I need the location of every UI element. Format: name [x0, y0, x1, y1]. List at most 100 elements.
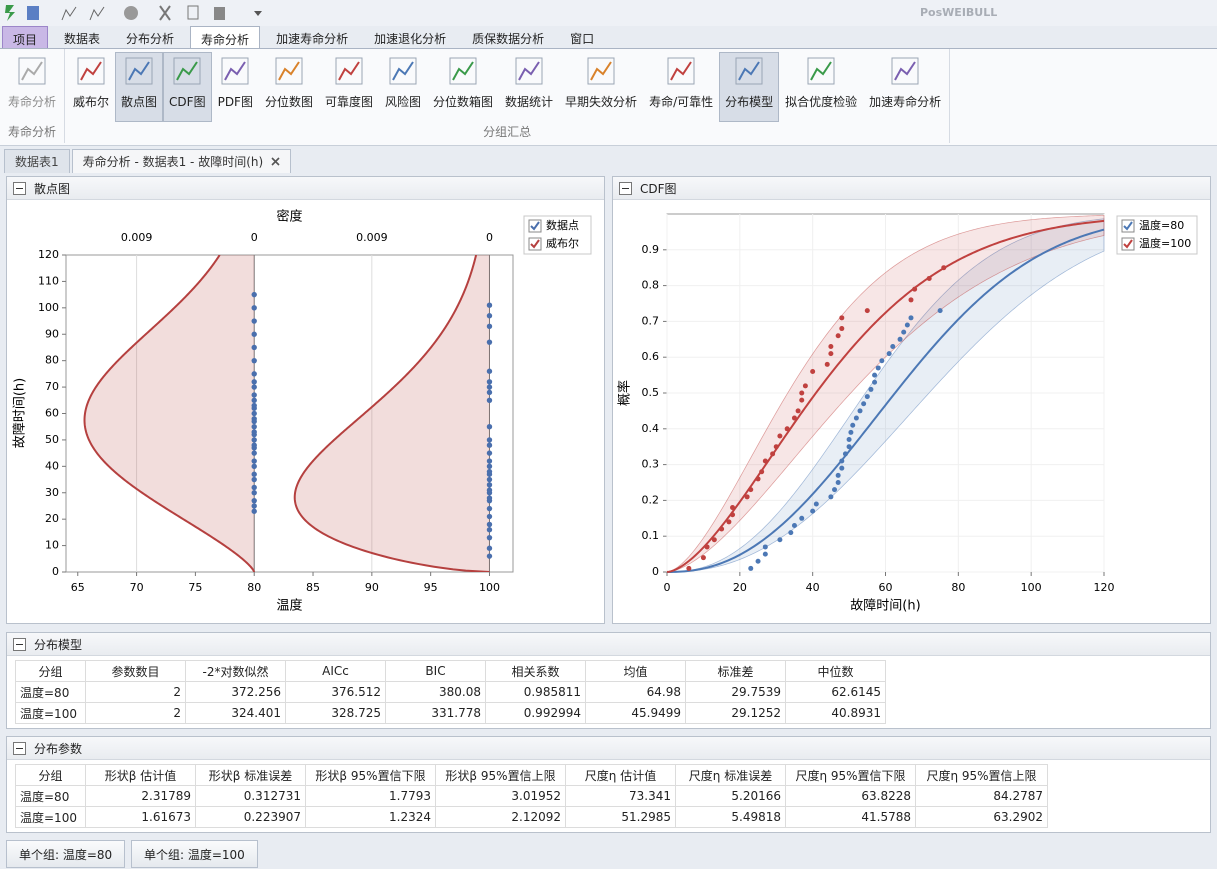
panel-title: 分布参数	[34, 741, 83, 756]
y-tick-label: 20	[45, 512, 59, 525]
legend-check	[1123, 221, 1133, 231]
x-axis-title: 温度	[276, 598, 302, 614]
data-point	[864, 394, 870, 400]
data-point	[857, 408, 863, 414]
cell: 29.1252	[685, 702, 786, 724]
ribbon-button[interactable]: 分位数箱图	[427, 52, 499, 122]
icon-shape	[392, 61, 414, 81]
button-label: 分位数箱图	[433, 95, 494, 109]
icon[interactable]	[27, 6, 39, 20]
ribbon-button[interactable]: CDF图	[163, 52, 212, 122]
data-point	[842, 451, 848, 457]
menu-tab[interactable]: 数据表	[64, 32, 101, 46]
y-tick-label: 0.1	[642, 529, 660, 542]
data-point	[886, 351, 892, 357]
ribbon-button[interactable]: 分位数图	[259, 52, 319, 122]
close-button[interactable]	[271, 157, 280, 166]
ribbon-button[interactable]: PDF图	[212, 52, 259, 122]
icon[interactable]	[89, 6, 105, 21]
data-point	[486, 437, 493, 443]
data-point	[251, 402, 257, 409]
group-button[interactable]: 单个组: 温度=100	[131, 840, 258, 868]
data-point	[908, 315, 914, 321]
legend-item[interactable]: 威布尔	[528, 237, 579, 251]
ribbon-button[interactable]: 加速寿命分析	[863, 52, 947, 122]
data-point	[912, 286, 918, 292]
icon[interactable]	[214, 7, 225, 20]
y-tick-label: 100	[38, 301, 59, 314]
ribbon-button[interactable]: 可靠度图	[319, 52, 379, 122]
model-panel: 分布模型 分组 参数数目 -2*对数似然 AICc BIC 相关系数 均值 标准差 中位数 温度=…	[6, 632, 1211, 729]
panel-title: 分布模型	[34, 637, 83, 652]
icon-shape	[670, 61, 692, 81]
scatter-chart: 密度 0.009 0 0.009 0 0 10 20 30 40 50 60 70 80 90 100 110 1…	[13, 209, 592, 614]
icon-frame	[587, 57, 615, 85]
icon-frame	[389, 57, 417, 85]
cell: 2	[85, 702, 186, 724]
document-tab[interactable]: 数据表1	[4, 149, 70, 173]
data-point	[784, 426, 790, 432]
icon-frame	[173, 57, 201, 85]
ribbon-button[interactable]: 风险图	[379, 52, 427, 122]
menu-tab[interactable]: 寿命分析	[190, 26, 261, 50]
data-point	[926, 275, 932, 281]
x-tick-label: 0	[664, 581, 671, 594]
x-tick-label: 120	[1094, 581, 1115, 594]
data-point	[813, 501, 819, 507]
cell: 5.49818	[675, 806, 786, 828]
collapse-button[interactable]	[13, 637, 26, 651]
data-point	[251, 497, 257, 504]
collapse-button[interactable]	[13, 181, 26, 195]
cell: 45.9499	[585, 702, 686, 724]
ribbon-button[interactable]: 威布尔	[67, 52, 115, 122]
legend-check	[530, 239, 540, 249]
ribbon-button[interactable]: 拟合优度检验	[779, 52, 863, 122]
menu-tab[interactable]: 项目	[2, 26, 49, 51]
quick-access-bar: PosWEIBULL	[0, 0, 1217, 26]
header-cell: 尺度η 标准误差	[675, 764, 786, 786]
ribbon-button[interactable]: 寿命/可靠性	[643, 52, 719, 122]
menu-tab[interactable]: 分布分析	[126, 32, 175, 46]
cell: 63.2902	[915, 806, 1048, 828]
legend-item[interactable]: 温度=100	[1121, 236, 1191, 251]
data-point	[795, 408, 801, 414]
data-point	[486, 339, 493, 345]
y-tick-label: 0.6	[642, 350, 660, 363]
button-label: 早期失效分析	[565, 95, 638, 109]
collapse-button[interactable]	[13, 741, 26, 755]
icon[interactable]	[159, 5, 171, 21]
icon[interactable]	[61, 6, 77, 21]
button-label: 散点图	[121, 95, 158, 109]
icon[interactable]	[254, 11, 262, 16]
menu-tab[interactable]: 质保数据分析	[472, 32, 545, 46]
icon[interactable]	[124, 6, 138, 20]
icon-shape	[278, 61, 300, 81]
ribbon-button[interactable]: 散点图	[115, 52, 164, 122]
data-point	[730, 505, 736, 511]
y-tick-label: 80	[45, 354, 59, 367]
collapse-button[interactable]	[619, 181, 632, 195]
icon[interactable]	[187, 5, 199, 20]
cell: 40.8931	[785, 702, 886, 724]
document-tab[interactable]: 寿命分析 - 数据表1 - 故障时间(h)	[71, 149, 292, 173]
data-point	[251, 450, 257, 456]
button-icon	[125, 57, 153, 85]
ribbon-button[interactable]: 分布模型	[719, 52, 780, 122]
menu-tab[interactable]: 窗口	[570, 32, 595, 46]
data-point	[875, 365, 881, 371]
menu-tab[interactable]: 加速寿命分析	[276, 32, 349, 46]
header-cell: 形状β 估计值	[85, 764, 196, 786]
icon-frame	[807, 57, 835, 85]
data-point	[777, 433, 783, 439]
data-point	[251, 379, 257, 385]
legend-item[interactable]: 温度=80	[1121, 218, 1184, 233]
data-point	[486, 323, 493, 330]
menu-tab[interactable]: 加速退化分析	[374, 32, 447, 46]
legend-item[interactable]: 数据点	[528, 218, 579, 233]
header-cell: AICc	[285, 660, 386, 682]
group-button[interactable]: 单个组: 温度=80	[6, 840, 126, 868]
ribbon-button[interactable]: 早期失效分析	[559, 52, 643, 122]
data-point	[762, 458, 768, 464]
ribbon-button[interactable]: 寿命分析	[2, 52, 62, 122]
ribbon-button[interactable]: 数据统计	[499, 52, 559, 122]
